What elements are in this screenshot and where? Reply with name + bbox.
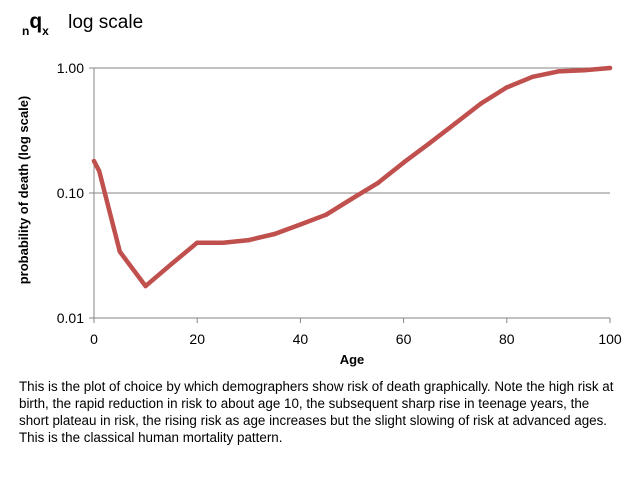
mortality-chart: 0 20 40 60 80 100 0.01 0.10 1.00 Age probabilit… [16, 60, 622, 367]
gridlines [94, 67, 610, 194]
y-tick-label-2: 1.00 [57, 60, 84, 76]
data-point-6 [220, 240, 226, 245]
heading-subscript-x: x [42, 24, 49, 38]
data-point-21 [607, 65, 613, 71]
data-point-12 [375, 180, 380, 186]
series-line-qx [91, 65, 613, 289]
data-point-7 [246, 237, 251, 243]
data-point-19 [556, 69, 561, 74]
data-point-4 [169, 261, 174, 267]
x-axis-label: Age [340, 352, 365, 367]
x-tick-label-0: 0 [90, 331, 98, 347]
y-tick-label-1: 0.10 [57, 185, 84, 201]
heading-symbol-q: q [29, 10, 43, 33]
series-points [91, 65, 613, 289]
x-axis-ticks: 0 20 40 60 80 100 [90, 318, 622, 347]
data-point-5 [195, 240, 200, 245]
x-tick-label-5: 100 [598, 331, 622, 347]
data-point-16 [478, 101, 484, 106]
data-point-14 [427, 141, 432, 146]
data-point-1 [96, 168, 102, 174]
chart-heading: nqx log scale [22, 10, 144, 38]
heading-subscript-n: n [22, 24, 30, 38]
y-axis-ticks: 0.01 0.10 1.00 [57, 60, 94, 326]
data-point-13 [401, 160, 406, 165]
y-axis-label: probability of death (log scale) [16, 96, 31, 285]
heading-scale-note: log scale [68, 12, 144, 33]
chart-caption: This is the plot of choice by which demo… [19, 379, 614, 445]
data-point-10 [324, 212, 329, 217]
data-point-17 [504, 85, 509, 90]
x-tick-label-1: 20 [189, 331, 205, 347]
data-point-8 [272, 231, 277, 237]
data-point-20 [582, 68, 587, 73]
data-point-0 [91, 158, 97, 164]
x-tick-label-3: 60 [396, 331, 412, 347]
data-point-9 [298, 222, 303, 227]
data-point-3 [143, 283, 148, 289]
data-point-15 [453, 121, 458, 126]
data-point-2 [117, 249, 123, 254]
y-tick-label-0: 0.01 [57, 310, 84, 326]
data-point-18 [530, 74, 535, 80]
x-tick-label-4: 80 [499, 331, 515, 347]
x-tick-label-2: 40 [293, 331, 309, 347]
data-point-11 [349, 196, 355, 201]
